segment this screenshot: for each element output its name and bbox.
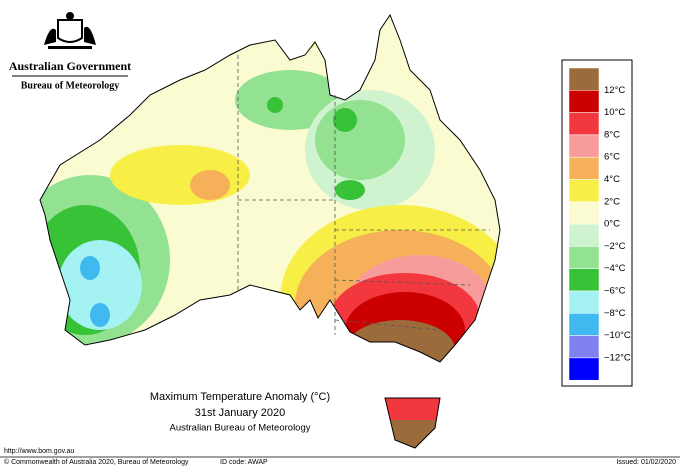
legend-swatch — [568, 67, 600, 91]
gov-title: Australian Government — [9, 59, 131, 73]
legend-swatch — [568, 268, 600, 292]
legend-label: 6°C — [604, 152, 620, 163]
legend-label: 8°C — [604, 129, 620, 140]
legend-label: 12°C — [604, 85, 625, 96]
legend-swatch — [568, 313, 600, 336]
footer-url: http://www.bom.gov.au — [4, 448, 74, 455]
legend-swatch — [568, 134, 600, 158]
legend-swatch — [568, 223, 600, 247]
legend-swatch — [568, 156, 600, 180]
legend-swatch — [568, 112, 600, 136]
bureau-name: Bureau of Meteorology — [21, 80, 120, 91]
legend-swatch — [568, 290, 600, 314]
legend-swatch — [568, 90, 600, 113]
legend-label: 0°C — [604, 219, 620, 230]
legend-swatch — [568, 335, 600, 359]
legend-label: −2°C — [604, 241, 626, 252]
state-borders — [237, 55, 490, 335]
legend-label: −8°C — [604, 308, 626, 319]
map-title: Maximum Temperature Anomaly (°C) — [150, 391, 330, 403]
map-source: Australian Bureau of Meteorology — [170, 423, 311, 434]
footer-id: ID code: AWAP — [220, 459, 268, 466]
legend: 12°C 10°C 8°C 6°C 4°C 2°C 0°C −2°C −4°C −6°C −8°C −… — [561, 59, 633, 387]
legend-label: 4°C — [604, 174, 620, 185]
legend-label: −10°C — [604, 330, 631, 341]
legend-swatch — [568, 179, 600, 203]
legend-swatch — [568, 357, 600, 381]
crest — [44, 12, 96, 49]
legend-label: −6°C — [604, 286, 626, 297]
footer-issued: Issued: 01/02/2020 — [616, 459, 676, 466]
map-date: 31st January 2020 — [195, 407, 286, 419]
footer-copyright: © Commonwealth of Australia 2020, Bureau… — [4, 458, 189, 466]
legend-label: −4°C — [604, 263, 626, 274]
legend-swatch — [568, 201, 600, 225]
legend-label: 2°C — [604, 196, 620, 207]
legend-label: 10°C — [604, 107, 625, 118]
legend-swatch — [568, 246, 600, 269]
legend-label: −12°C — [604, 352, 631, 363]
coastline — [39, 13, 501, 449]
